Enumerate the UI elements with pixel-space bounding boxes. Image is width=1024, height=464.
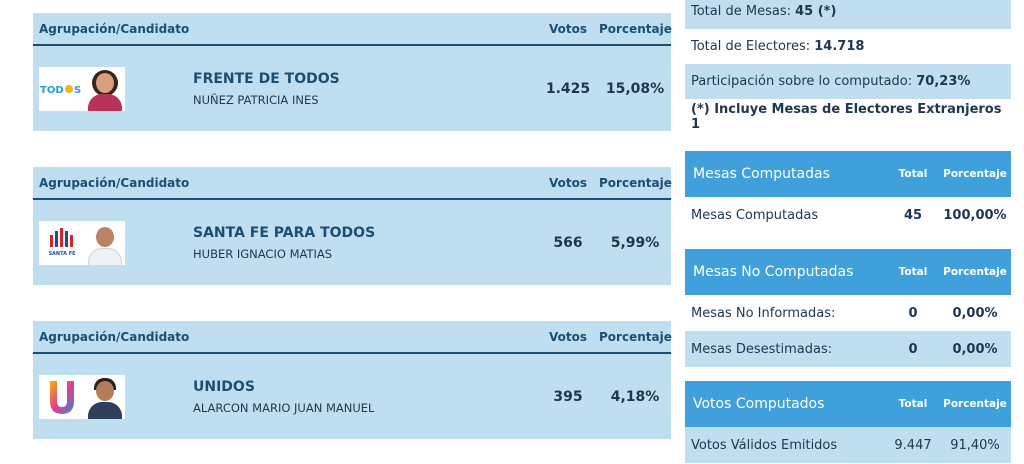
svg-text:S: S — [74, 85, 81, 96]
u-logo-icon — [39, 375, 85, 419]
row-label: Mesas Desestimadas: — [691, 341, 833, 357]
row-percent: 0,00% — [952, 305, 998, 321]
card-header: Agrupación/Candidato Votos Porcentaje — [33, 321, 672, 354]
participacion-row: Participación sobre lo computado: 70,23% — [685, 64, 1011, 99]
table-row: Mesas Desestimadas: 0 0,00% — [685, 331, 1011, 367]
total-column-header: Total — [898, 168, 928, 180]
participacion-label: Participación sobre lo computado: — [691, 74, 913, 89]
table-row: Mesas Computadas 45 100,00% — [685, 197, 1011, 233]
candidate-name: HUBER IGNACIO MATIAS — [193, 246, 333, 261]
card-header: Agrupación/Candidato Votos Porcentaje — [33, 167, 672, 200]
svg-text:SANTA FE: SANTA FE — [48, 251, 76, 257]
mesas-computadas-title: Mesas Computadas — [693, 166, 830, 182]
candidate-name: ALARCON MARIO JUAN MANUEL — [193, 400, 375, 415]
row-label: Mesas No Informadas: — [691, 305, 836, 321]
total-column-header: Total — [898, 266, 928, 278]
svg-text:TOD: TOD — [40, 85, 64, 96]
mesas-computadas-header: Mesas Computadas Total Porcentaje — [685, 151, 1011, 197]
bar-logo-icon: SANTA FE — [39, 221, 85, 265]
candidate-photo-avatar — [85, 375, 125, 419]
total-electores-value: 14.718 — [814, 39, 865, 54]
candidate-name: NUÑEZ PATRICIA INES — [193, 92, 319, 107]
mesas-no-computadas-table: Mesas No Computadas Total Porcentaje Mes… — [685, 249, 1011, 367]
candidate-card-frente-de-todos: Agrupación/Candidato Votos Porcentaje TO… — [33, 13, 672, 131]
total-electores-label: Total de Electores: — [691, 39, 811, 54]
candidate-logo-box — [39, 374, 125, 419]
votos-computados-title: Votos Computados — [693, 396, 825, 412]
votes-column-header: Votos — [549, 175, 587, 190]
votes-column-header: Votos — [549, 21, 587, 36]
mesas-computadas-table: Mesas Computadas Total Porcentaje Mesas … — [685, 151, 1011, 233]
percent-column-header: Porcentaje — [943, 398, 1007, 410]
candidate-photo-avatar — [85, 67, 125, 111]
candidate-card-santa-fe-para-todos: Agrupación/Candidato Votos Porcentaje SA… — [33, 167, 672, 285]
candidate-logo-box: SANTA FE — [39, 220, 125, 265]
participacion-value: 70,23% — [916, 74, 971, 89]
row-total: 0 — [908, 341, 918, 357]
total-mesas-row: Total de Mesas: 45 (*) — [685, 0, 1011, 29]
extranjeros-note-row: (*) Incluye Mesas de Electores Extranjer… — [685, 99, 1011, 134]
percent-column-header: Porcentaje — [943, 266, 1007, 278]
group-column-header: Agrupación/Candidato — [39, 329, 190, 344]
candidate-card-unidos: Agrupación/Candidato Votos Porcentaje — [33, 321, 672, 439]
table-row: Votos Válidos Emitidos 9.447 91,40% — [685, 427, 1011, 463]
extranjeros-note: (*) Incluye Mesas de Electores Extranjer… — [691, 101, 1002, 132]
party-name: UNIDOS — [193, 378, 255, 395]
party-name: SANTA FE PARA TODOS — [193, 224, 376, 241]
row-percent: 91,40% — [950, 437, 1000, 453]
candidate-photo-avatar — [85, 221, 125, 265]
candidate-logo-box: TOD S — [39, 66, 125, 111]
total-electores-row: Total de Electores: 14.718 — [685, 29, 1011, 64]
candidate-row: TOD S FRENTE DE TODOS NUÑEZ PATRICIA INE… — [33, 46, 671, 131]
row-label: Mesas Computadas — [691, 207, 819, 223]
candidate-row: SANTA FE SANTA FE PARA TODOS HUBER IGNAC… — [33, 200, 671, 285]
row-total: 45 — [903, 207, 923, 223]
todos-sun-logo-icon: TOD S — [39, 67, 85, 111]
votos-computados-table: Votos Computados Total Porcentaje Votos … — [685, 381, 1011, 463]
candidate-percent: 15,08% — [605, 80, 665, 97]
total-mesas-value: 45 (*) — [795, 4, 837, 19]
group-column-header: Agrupación/Candidato — [39, 175, 190, 190]
party-name: FRENTE DE TODOS — [193, 70, 340, 87]
candidate-names: FRENTE DE TODOS NUÑEZ PATRICIA INES — [193, 71, 537, 107]
total-column-header: Total — [898, 398, 928, 410]
votes-column-header: Votos — [549, 329, 587, 344]
candidate-percent: 4,18% — [610, 388, 660, 405]
candidate-votes: 395 — [553, 388, 583, 405]
votos-computados-header: Votos Computados Total Porcentaje — [685, 381, 1011, 427]
candidate-row: UNIDOS ALARCON MARIO JUAN MANUEL 395 4,1… — [33, 354, 671, 439]
total-mesas-label: Total de Mesas: — [691, 4, 791, 19]
card-header: Agrupación/Candidato Votos Porcentaje — [33, 13, 672, 46]
candidate-names: UNIDOS ALARCON MARIO JUAN MANUEL — [193, 379, 537, 415]
candidate-votes: 1.425 — [545, 80, 591, 97]
percent-column-header: Porcentaje — [599, 21, 672, 36]
table-row: Mesas No Informadas: 0 0,00% — [685, 295, 1011, 331]
candidate-percent: 5,99% — [610, 234, 660, 251]
row-percent: 0,00% — [952, 341, 998, 357]
summary-panel: Total de Mesas: 45 (*) Total de Electore… — [685, 0, 1011, 134]
row-label: Votos Válidos Emitidos — [691, 437, 838, 453]
row-total: 9.447 — [894, 437, 932, 453]
percent-column-header: Porcentaje — [943, 168, 1007, 180]
candidate-votes: 566 — [553, 234, 583, 251]
group-column-header: Agrupación/Candidato — [39, 21, 190, 36]
mesas-no-computadas-header: Mesas No Computadas Total Porcentaje — [685, 249, 1011, 295]
mesas-no-computadas-title: Mesas No Computadas — [693, 264, 854, 280]
candidate-names: SANTA FE PARA TODOS HUBER IGNACIO MATIAS — [193, 225, 537, 261]
percent-column-header: Porcentaje — [599, 175, 672, 190]
row-total: 0 — [908, 305, 918, 321]
percent-column-header: Porcentaje — [599, 329, 672, 344]
row-percent: 100,00% — [943, 207, 1007, 223]
